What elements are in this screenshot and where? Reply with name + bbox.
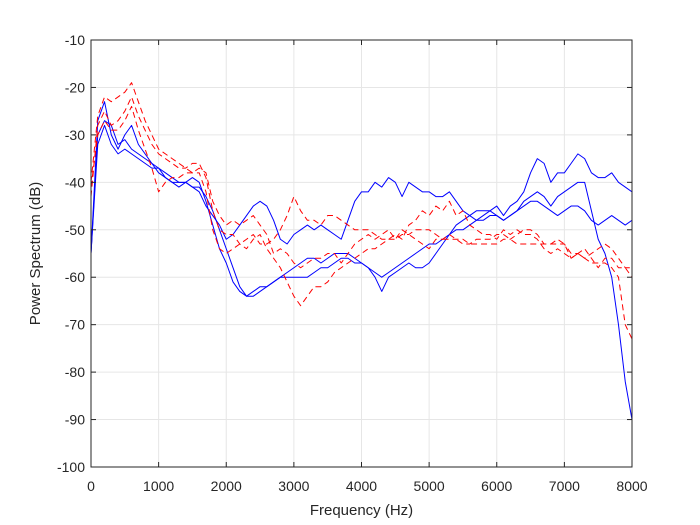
y-tick-label: -90: [65, 412, 85, 428]
solid-series-line-3: [91, 120, 632, 297]
x-tick-label: 7000: [549, 478, 580, 494]
solid-series-line-1: [91, 101, 632, 254]
x-tick-label: 8000: [616, 478, 647, 494]
x-tick-label: 4000: [346, 478, 377, 494]
y-tick-labels: -100 -90 -80 -70 -60 -50 -40 -30 -20 -10: [57, 32, 85, 475]
x-tick-label: 6000: [481, 478, 512, 494]
series-layer: [91, 82, 632, 420]
y-tick-label: -70: [65, 317, 85, 333]
x-tick-label: 2000: [211, 478, 242, 494]
y-tick-label: -50: [65, 222, 85, 238]
x-tick-label: 5000: [414, 478, 445, 494]
x-tick-label: 3000: [278, 478, 309, 494]
y-tick-label: -60: [65, 269, 85, 285]
y-tick-label: -100: [57, 459, 85, 475]
dashed-series-line-4: [91, 82, 632, 278]
x-axis-label: Frequency (Hz): [310, 502, 413, 519]
x-tick-label: 0: [87, 478, 95, 494]
y-tick-label: -40: [65, 174, 85, 190]
y-tick-label: -80: [65, 364, 85, 380]
y-tick-label: -10: [65, 32, 85, 48]
y-tick-label: -30: [65, 127, 85, 143]
x-tick-labels: 0 1000 2000 3000 4000 5000 6000 7000 8000: [87, 478, 648, 494]
dashed-series-line-6: [91, 105, 632, 269]
y-tick-label: -20: [65, 79, 85, 95]
dashed-series-line-5: [91, 96, 632, 340]
y-axis-label: Power Spectrum (dB): [27, 182, 44, 325]
x-tick-label: 1000: [143, 478, 174, 494]
axis-ticks: [90, 39, 633, 468]
